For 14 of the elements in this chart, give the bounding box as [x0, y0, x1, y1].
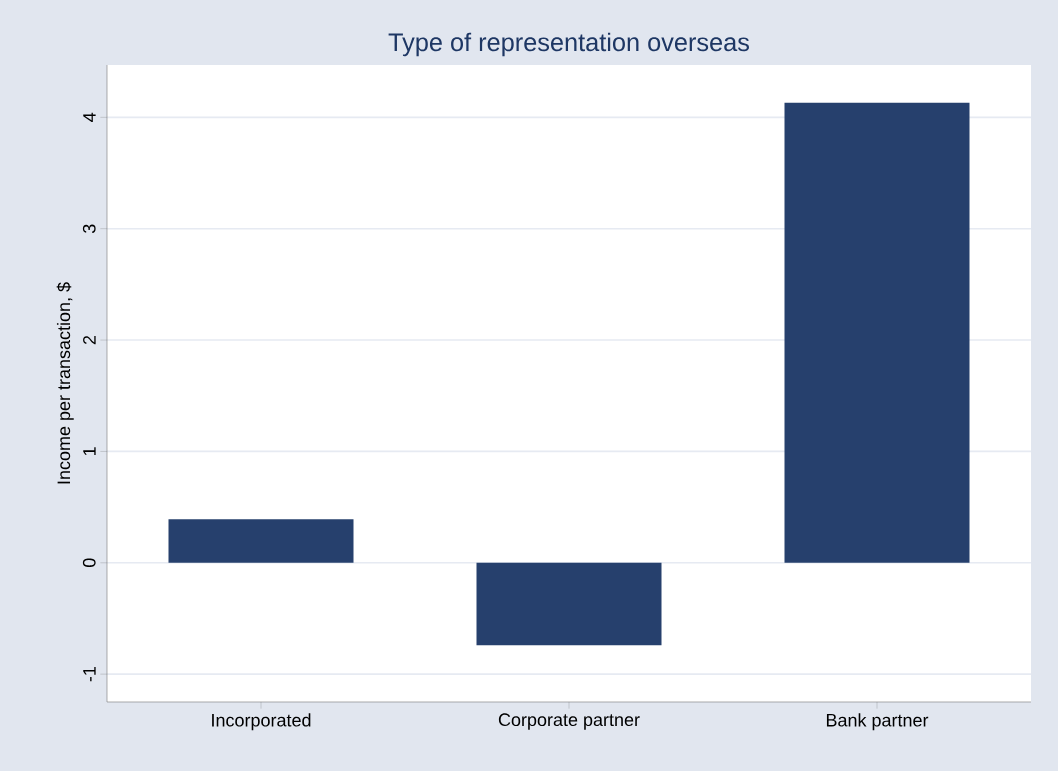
y-tick-label: 3 — [82, 224, 96, 234]
chart-title: Type of representation overseas — [388, 32, 749, 57]
x-tick-label: Incorporated — [212, 713, 311, 731]
y-axis-title: Income per transaction, $ — [56, 282, 74, 484]
y-tick-label: 0 — [82, 558, 96, 568]
y-tick-label: 1 — [83, 447, 96, 456]
bar — [784, 102, 970, 563]
bar — [168, 519, 354, 563]
y-tick-label: 4 — [83, 112, 96, 122]
x-tick-label: Corporate partner — [498, 713, 640, 730]
y-tick-label: -1 — [83, 667, 96, 682]
y-tick-label: 2 — [83, 335, 96, 345]
bar — [476, 562, 662, 646]
x-tick-label: Bank partner — [826, 713, 929, 731]
